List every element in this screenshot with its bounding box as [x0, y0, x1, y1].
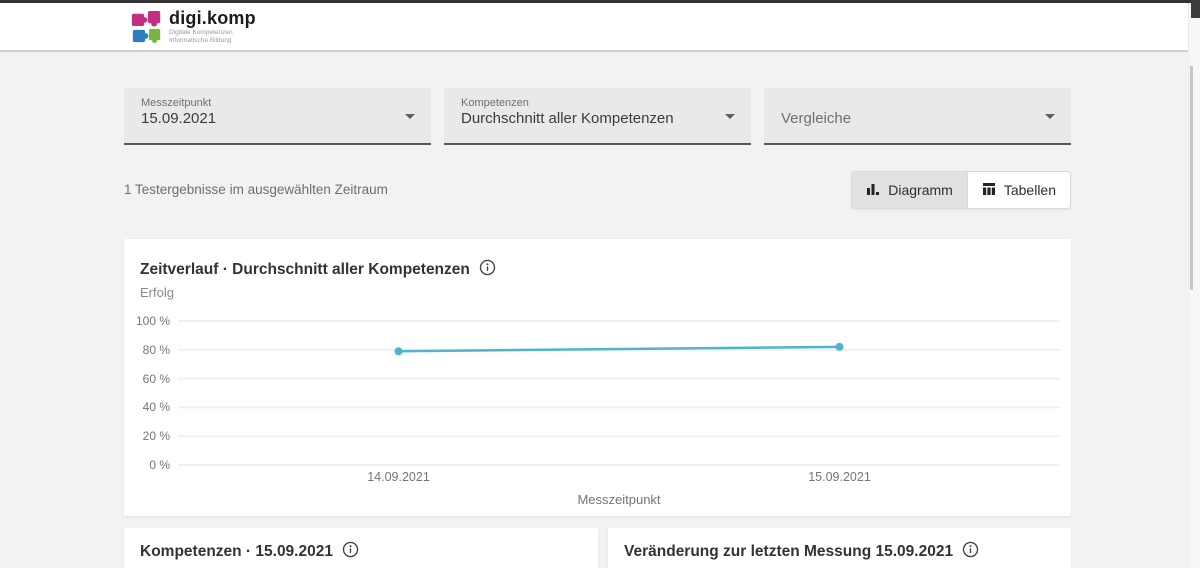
x-tick-label: 15.09.2021 [808, 470, 871, 484]
bar-chart-icon [866, 182, 880, 199]
select-value: Durchschnitt aller Kompetenzen [461, 110, 674, 127]
info-icon[interactable] [342, 541, 359, 563]
toggle-tabellen-button[interactable]: Tabellen [966, 172, 1070, 208]
y-tick-label: 60 % [142, 371, 170, 386]
y-axis: 100 % 80 % 60 % 40 % 20 % 0 % [124, 314, 170, 472]
select-placeholder: Vergleiche [781, 110, 852, 127]
chevron-down-icon [1045, 114, 1055, 119]
data-point[interactable] [394, 347, 403, 356]
select-messzeitpunkt[interactable]: Messzeitpunkt 15.09.2021 [124, 88, 431, 145]
select-vergleiche[interactable]: Vergleiche [764, 88, 1071, 145]
logo-puzzle-icon [131, 10, 161, 44]
veraenderung-card-title-text: Veränderung zur letzten Messung 15.09.20… [624, 543, 954, 560]
scrollbar-thumb-dark[interactable] [1191, 0, 1200, 18]
y-tick-label: 80 % [142, 342, 170, 357]
app-header: digi.komp Digitale Kompetenzen Informati… [0, 3, 1200, 52]
y-axis-title: Erfolg [140, 285, 174, 300]
kompetenzen-card: Kompetenzen · 15.09.2021 [124, 528, 598, 568]
browser-top-strip [0, 0, 1200, 3]
chevron-down-icon [405, 114, 415, 119]
toggle-diagramm-button[interactable]: Diagramm [852, 172, 967, 208]
select-kompetenzen[interactable]: Kompetenzen Durchschnitt aller Kompetenz… [444, 88, 751, 145]
logo-subtitle: Digitale Kompetenzen Informatische Bildu… [169, 29, 233, 44]
toggle-tabellen-label: Tabellen [1003, 182, 1056, 198]
scrollbar-thumb[interactable] [1190, 66, 1193, 290]
digikomp-logo[interactable]: digi.komp Digitale Kompetenzen Informati… [130, 9, 256, 45]
chart-title-text: Zeitverlauf · Durchschnitt aller Kompete… [140, 261, 470, 278]
chart-card: Zeitverlauf · Durchschnitt aller Kompete… [124, 239, 1071, 516]
info-icon[interactable] [962, 541, 979, 563]
results-row: 1 Testergebnisse im ausgewählten Zeitrau… [124, 171, 1071, 209]
filter-row: Messzeitpunkt 15.09.2021 Kompetenzen Dur… [124, 88, 1071, 145]
y-tick-label: 0 % [149, 458, 170, 472]
chart-plot [178, 320, 1060, 466]
veraenderung-card: Veränderung zur letzten Messung 15.09.20… [608, 528, 1071, 568]
results-summary: 1 Testergebnisse im ausgewählten Zeitrau… [124, 182, 388, 197]
table-icon [982, 182, 996, 199]
kompetenzen-card-title-text: Kompetenzen · 15.09.2021 [140, 543, 333, 560]
logo-title: digi.komp [169, 8, 256, 28]
y-tick-label: 40 % [142, 400, 170, 415]
x-axis: 14.09.2021 15.09.2021 [178, 470, 1060, 485]
series-line [398, 345, 840, 353]
data-point[interactable] [835, 342, 844, 351]
x-axis-title: Messzeitpunkt [577, 492, 661, 507]
view-toggle-group: Diagramm Tabellen [851, 171, 1071, 209]
veraenderung-card-title: Veränderung zur letzten Messung 15.09.20… [624, 541, 979, 563]
select-label: Messzeitpunkt [141, 97, 212, 109]
info-icon[interactable] [479, 259, 496, 281]
chart-title: Zeitverlauf · Durchschnitt aller Kompete… [140, 259, 496, 281]
x-tick-label: 14.09.2021 [367, 470, 430, 484]
y-tick-label: 20 % [142, 429, 170, 444]
kompetenzen-card-title: Kompetenzen · 15.09.2021 [140, 541, 359, 563]
select-label: Kompetenzen [461, 97, 529, 109]
chevron-down-icon [725, 114, 735, 119]
logo-text: digi.komp Digitale Kompetenzen Informati… [169, 9, 256, 45]
y-tick-label: 100 % [135, 314, 170, 328]
line-chart-svg [178, 320, 1060, 466]
select-value: 15.09.2021 [141, 110, 217, 127]
toggle-diagramm-label: Diagramm [888, 182, 953, 198]
